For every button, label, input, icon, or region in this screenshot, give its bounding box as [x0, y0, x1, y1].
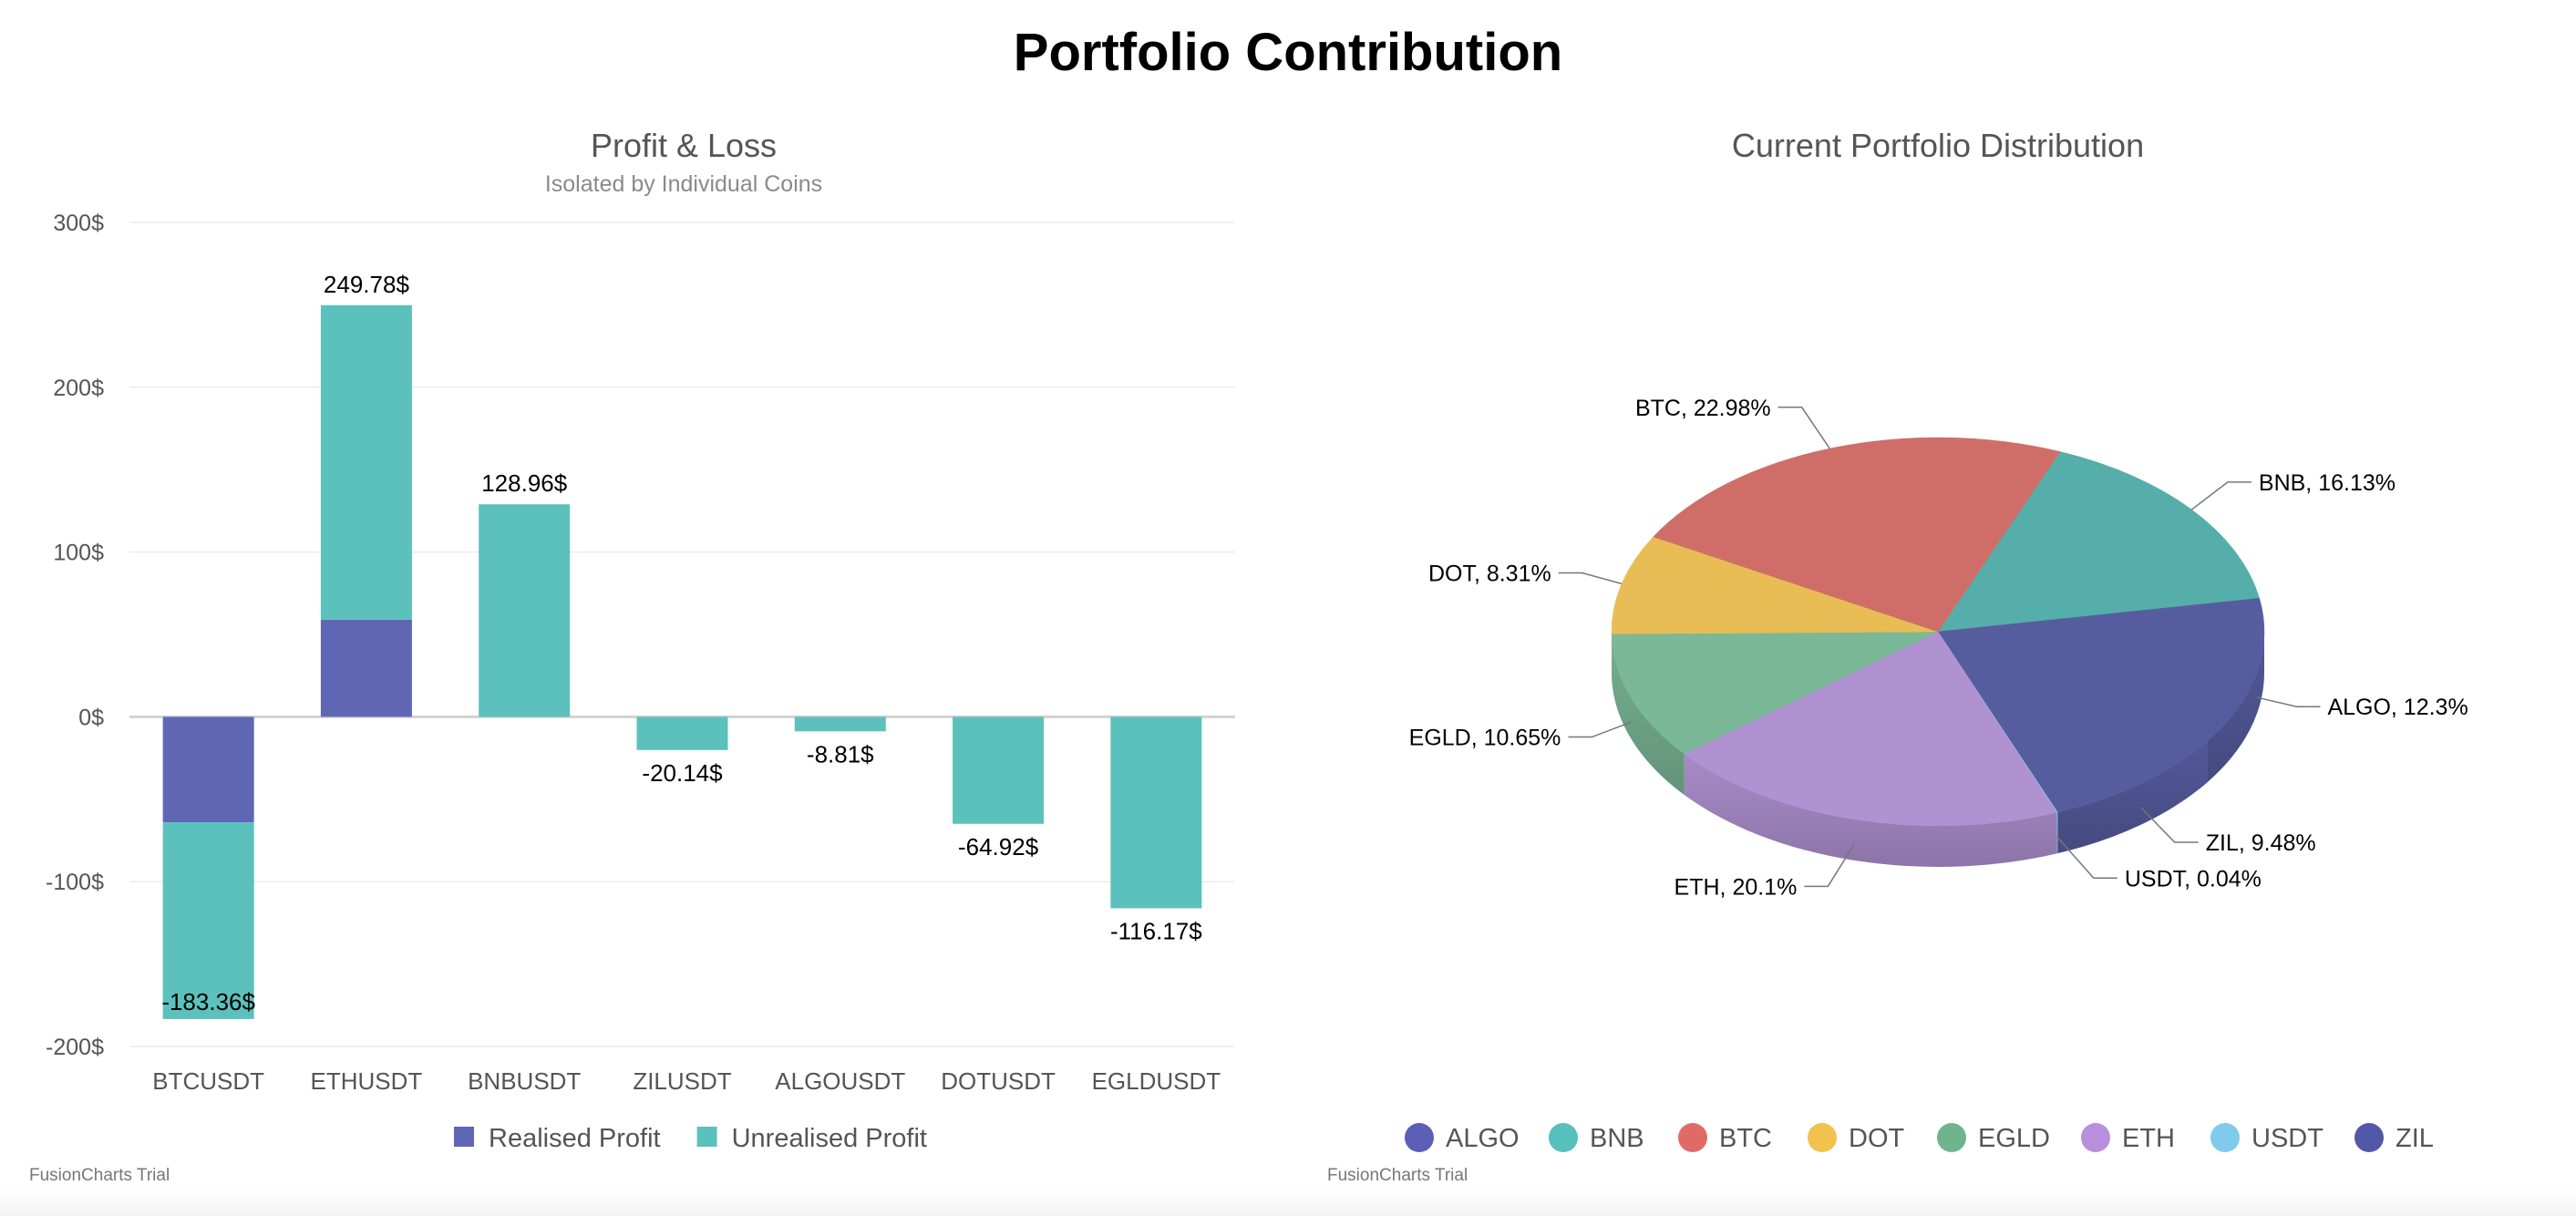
bottom-fade — [0, 1189, 2576, 1216]
pie-slice[interactable] — [1937, 451, 2260, 633]
legend-item-label[interactable]: BNB — [1590, 1124, 1644, 1153]
pie-label-connector — [1804, 843, 1856, 888]
pie-slice-side-shade — [1612, 634, 1685, 796]
bar-segment[interactable] — [479, 504, 571, 717]
pie-label-connector — [2056, 836, 2117, 880]
legend-item-label[interactable]: Unrealised Profit — [732, 1124, 927, 1153]
legend-marker[interactable] — [1549, 1123, 1578, 1152]
y-tick-label: 100$ — [53, 541, 104, 566]
pie-label-connector — [2256, 696, 2321, 707]
bar-value-label: -8.81$ — [807, 740, 874, 768]
pie-slice-side-shade — [1684, 754, 2057, 867]
legend-swatch[interactable] — [454, 1127, 474, 1147]
chart-credit: FusionCharts Trial — [1327, 1166, 1468, 1185]
pie-slice-side-shade — [2057, 741, 2208, 854]
pie-slice[interactable] — [1684, 631, 2057, 827]
category-label: EGLDUSDT — [1092, 1067, 1221, 1095]
pie-slice[interactable] — [1937, 631, 2209, 813]
legend-item-label[interactable]: USDT — [2251, 1124, 2324, 1153]
pie-label-connector — [2190, 481, 2251, 510]
pie-label-connector — [1777, 407, 1830, 449]
y-tick-label: -200$ — [46, 1035, 104, 1060]
pie-slice[interactable] — [1653, 437, 2061, 633]
category-label: BNBUSDT — [468, 1067, 581, 1095]
bar-segment[interactable] — [162, 822, 254, 1019]
pie-slice-label: EGLD, 10.65% — [1409, 726, 1561, 751]
y-tick-label: 0$ — [78, 705, 104, 730]
legend-item-label[interactable]: ZIL — [2396, 1124, 2434, 1153]
pie-slice-label: USDT, 0.04% — [2125, 866, 2262, 891]
bar-segment[interactable] — [162, 716, 254, 823]
bar-value-label: -20.14$ — [642, 759, 723, 787]
chart-credit: FusionCharts Trial — [29, 1166, 170, 1185]
bar-segment[interactable] — [636, 716, 728, 750]
y-tick-label: -100$ — [46, 870, 104, 895]
pie-chart-title: Current Portfolio Distribution — [1732, 127, 2144, 164]
legend-marker[interactable] — [1405, 1123, 1434, 1152]
y-tick-label: 300$ — [53, 211, 104, 236]
pie-label-connector — [1558, 572, 1623, 585]
bar-segment[interactable] — [1110, 716, 1202, 909]
bar-value-label: -116.17$ — [1110, 917, 1202, 944]
legend-swatch[interactable] — [696, 1127, 717, 1147]
legend-marker[interactable] — [1937, 1123, 1966, 1152]
category-label: ETHUSDT — [311, 1067, 423, 1095]
bar-chart-title: Profit & Loss — [591, 127, 777, 164]
category-label: ALGOUSDT — [775, 1067, 905, 1095]
bar-chart-subtitle: Isolated by Individual Coins — [545, 171, 822, 197]
legend-item-label[interactable]: EGLD — [1978, 1124, 2050, 1153]
legend-marker[interactable] — [1808, 1123, 1837, 1152]
pie-slice-side-shade — [2207, 632, 2264, 783]
y-tick-label: 200$ — [53, 376, 104, 401]
pie-slice[interactable] — [1937, 598, 2265, 742]
pie-slice-label: ETH, 20.1% — [1674, 874, 1798, 900]
legend-item-label[interactable]: BTC — [1719, 1124, 1772, 1153]
pie-slice-label: ALGO, 12.3% — [2327, 695, 2468, 720]
pie-label-connector — [1568, 721, 1632, 738]
legend-marker[interactable] — [2081, 1123, 2110, 1152]
pie-slice-label: BNB, 16.13% — [2259, 470, 2396, 496]
category-label: DOTUSDT — [941, 1067, 1056, 1095]
legend-item-label[interactable]: DOT — [1849, 1124, 1905, 1153]
legend-item-label[interactable]: ETH — [2122, 1124, 2175, 1153]
bar-value-label: -183.36$ — [161, 988, 255, 1015]
pie-slice[interactable] — [1611, 631, 1939, 755]
bar-value-label: 128.96$ — [481, 469, 568, 497]
bar-segment[interactable] — [320, 304, 412, 620]
bar-segment[interactable] — [320, 619, 412, 717]
bar-value-label: 249.78$ — [324, 271, 410, 298]
legend-marker[interactable] — [2210, 1123, 2240, 1152]
legend-marker[interactable] — [2354, 1123, 2384, 1152]
pie-slice-label: DOT, 8.31% — [1428, 562, 1551, 587]
pie-slice-label: ZIL, 9.48% — [2206, 830, 2316, 856]
pie-label-connector — [2140, 807, 2199, 843]
category-label: ZILUSDT — [633, 1067, 731, 1095]
legend-item-label[interactable]: Realised Profit — [489, 1124, 661, 1153]
page-title: Portfolio Contribution — [1013, 23, 1563, 82]
profit-loss-chart: Profit & Loss Isolated by Individual Coin… — [29, 127, 1235, 1185]
bar-value-label: -64.92$ — [958, 833, 1039, 860]
pie-slice-side-shade — [2056, 812, 2058, 854]
legend-item-label[interactable]: ALGO — [1446, 1124, 1520, 1153]
bar-segment[interactable] — [953, 716, 1045, 824]
legend-marker[interactable] — [1678, 1123, 1707, 1152]
category-label: BTCUSDT — [152, 1067, 264, 1095]
bar-segment[interactable] — [794, 716, 886, 732]
pie-slice-label: BTC, 22.98% — [1635, 396, 1771, 421]
